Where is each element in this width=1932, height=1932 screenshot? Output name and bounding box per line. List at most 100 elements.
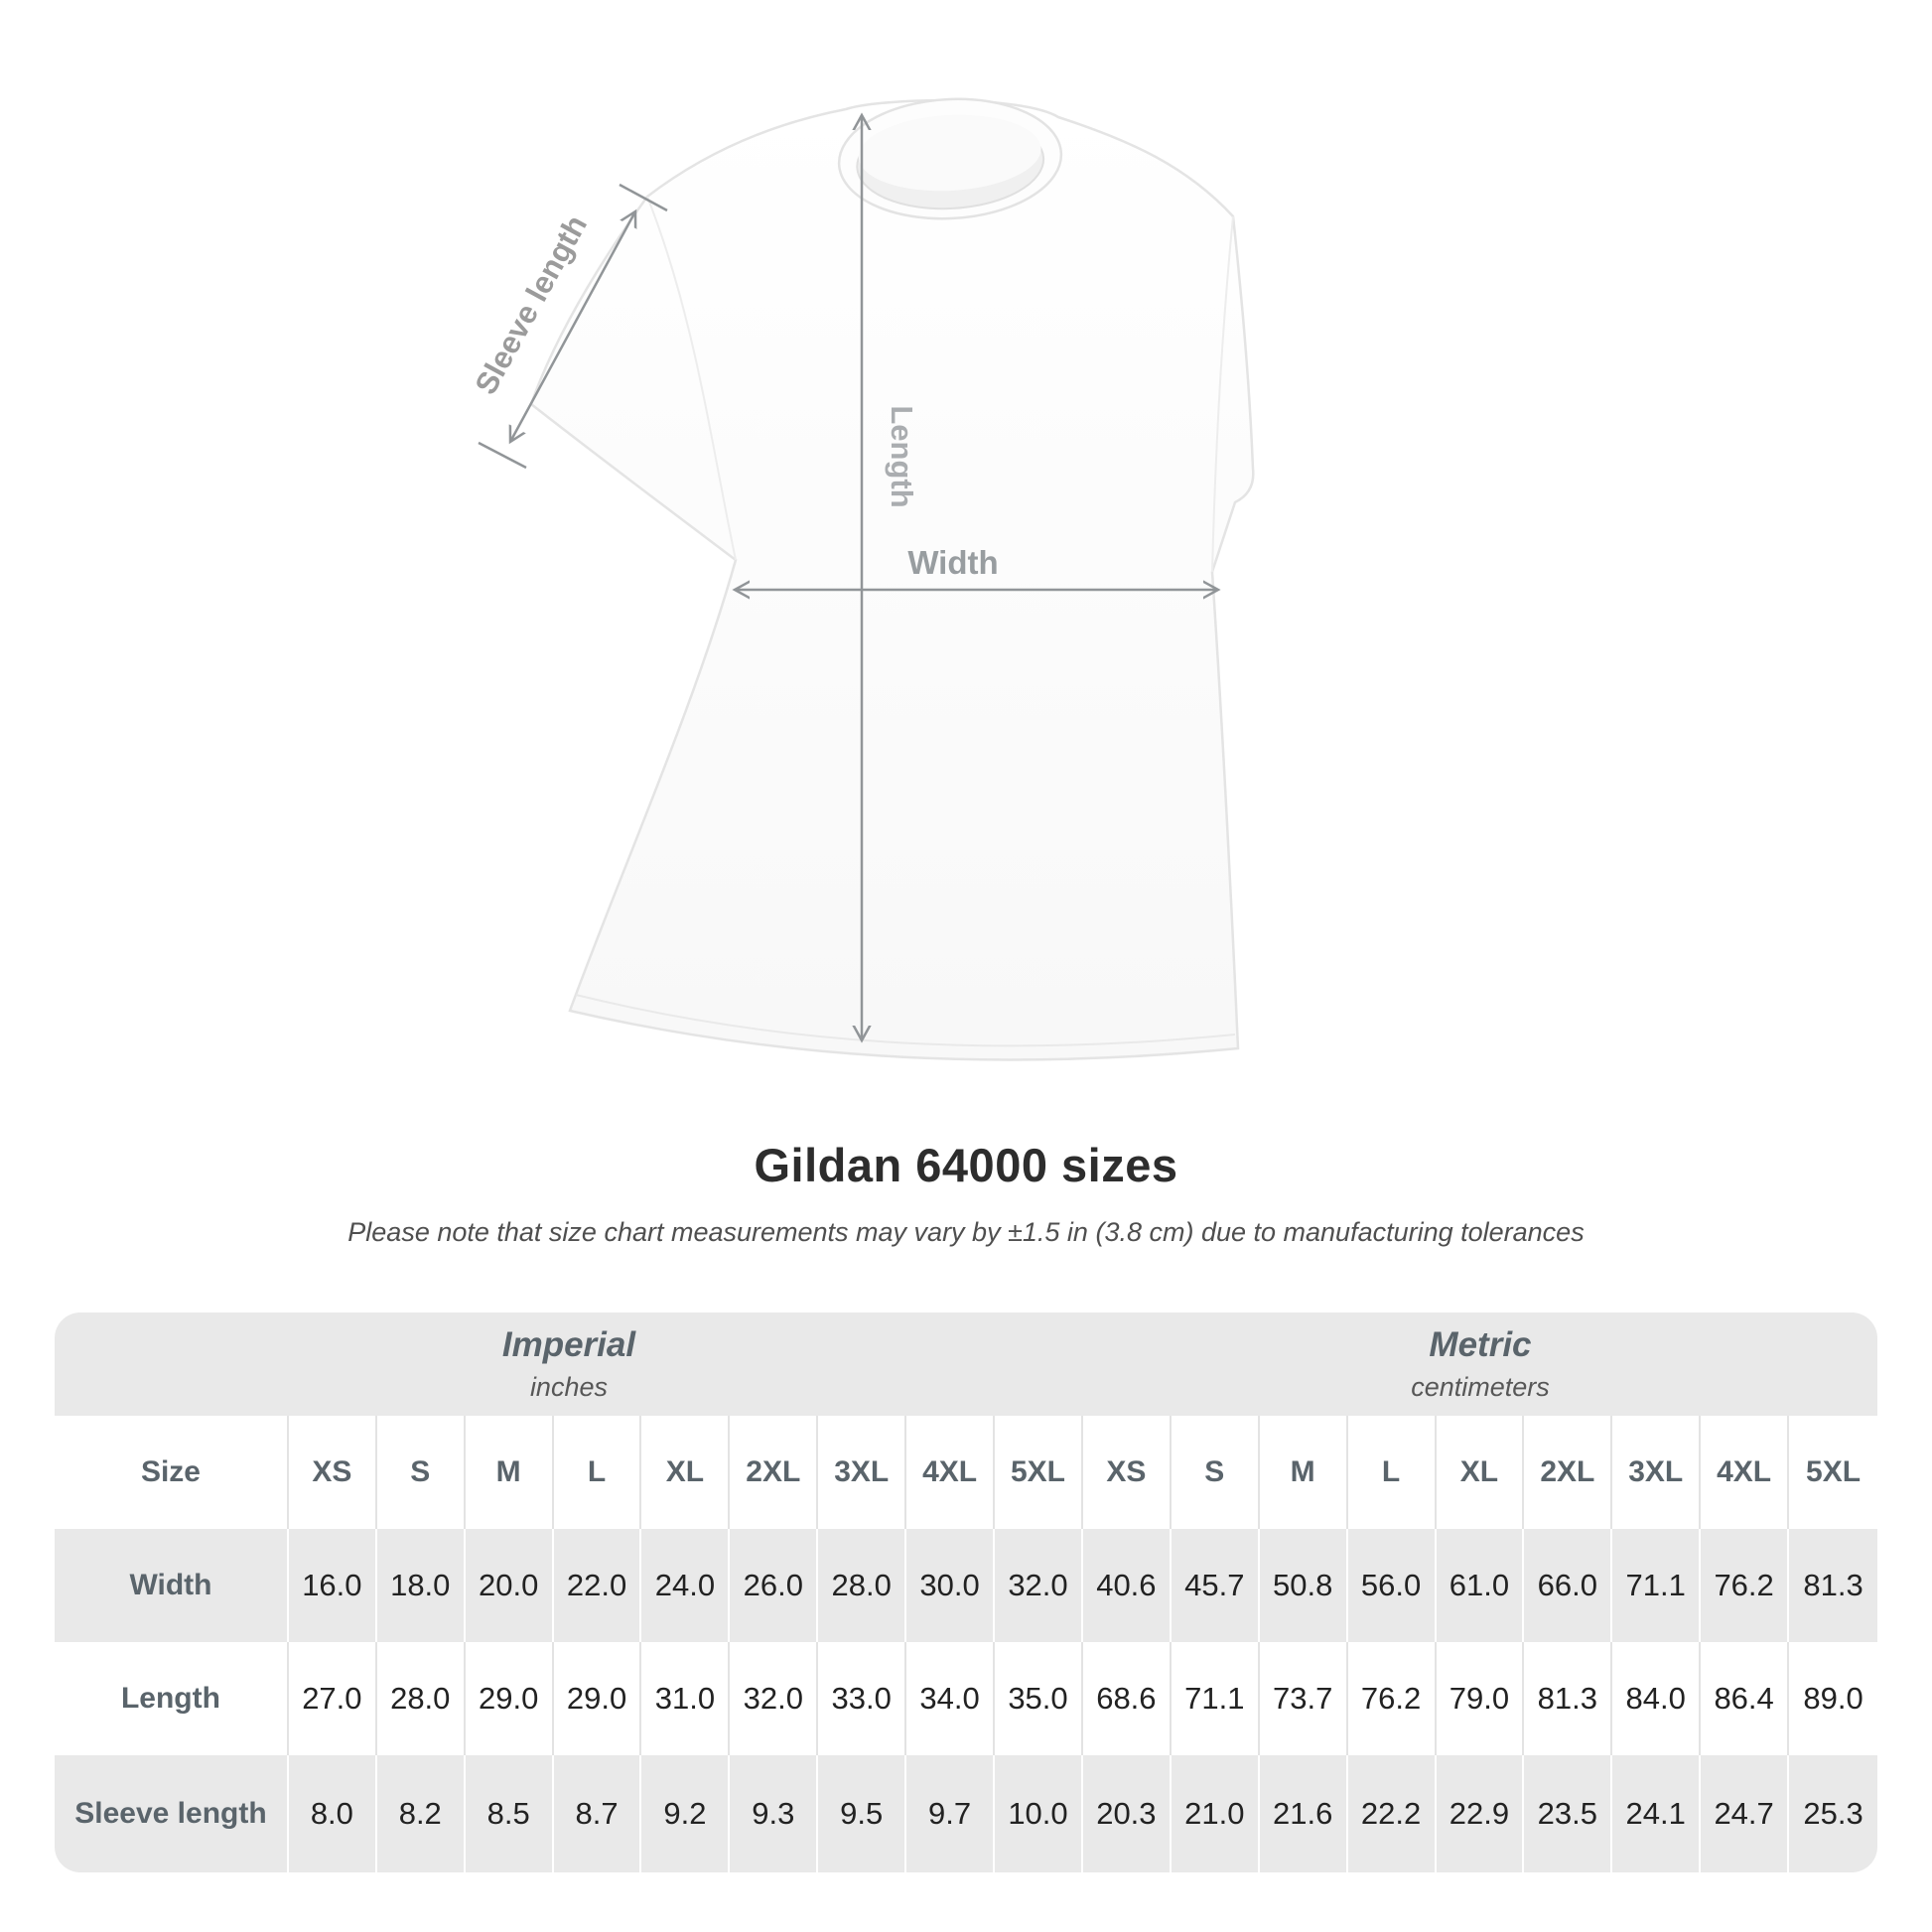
tshirt-graphic <box>529 97 1255 1061</box>
value-metric: 79.0 <box>1436 1642 1525 1755</box>
value-imperial: 8.7 <box>553 1755 642 1872</box>
size-column-header: Size <box>55 1416 289 1529</box>
value-imperial: 24.0 <box>641 1529 731 1642</box>
value-metric: 71.1 <box>1171 1642 1260 1755</box>
value-imperial: 8.5 <box>465 1755 554 1872</box>
value-imperial: 29.0 <box>553 1642 642 1755</box>
value-imperial: 9.7 <box>906 1755 996 1872</box>
value-metric: 24.1 <box>1612 1755 1702 1872</box>
size-header-imperial-5xl: 5XL <box>995 1416 1083 1529</box>
size-chart-table: Imperial inches Metric centimeters Size XS S M L… <box>55 1312 1877 1872</box>
size-header-metric-4xl: 4XL <box>1701 1416 1790 1529</box>
tshirt-measurement-illustration: Width Length Sleeve length <box>468 97 1255 1061</box>
unit-section-metric: Metric centimeters <box>1082 1312 1877 1416</box>
sleeve-measure-line <box>510 211 635 442</box>
size-header-metric-l: L <box>1347 1416 1437 1529</box>
value-imperial: 16.0 <box>288 1529 377 1642</box>
value-metric: 66.0 <box>1524 1529 1613 1642</box>
value-metric: 76.2 <box>1701 1529 1790 1642</box>
value-metric: 76.2 <box>1347 1642 1437 1755</box>
width-label: Width <box>907 544 998 581</box>
size-header-imperial-3xl: 3XL <box>818 1416 907 1529</box>
size-header-imperial-s: S <box>376 1416 466 1529</box>
value-metric: 56.0 <box>1347 1529 1437 1642</box>
value-imperial: 28.0 <box>376 1642 466 1755</box>
unit-section-name: Metric <box>1429 1324 1532 1364</box>
measurement-row-width: Width 16.0 18.0 20.0 22.0 24.0 26.0 28.0 30.0 32.… <box>55 1529 1877 1642</box>
row-label: Length <box>55 1642 289 1755</box>
size-header-metric-s: S <box>1171 1416 1260 1529</box>
size-header-metric-3xl: 3XL <box>1612 1416 1702 1529</box>
tolerance-note: Please note that size chart measurements… <box>347 1217 1585 1247</box>
size-header-imperial-l: L <box>553 1416 642 1529</box>
value-imperial: 31.0 <box>641 1642 731 1755</box>
unit-section-unit: inches <box>529 1371 608 1402</box>
sleeve-cap-top <box>619 183 668 212</box>
value-imperial: 9.5 <box>818 1755 907 1872</box>
value-imperial: 30.0 <box>906 1529 996 1642</box>
value-metric: 21.0 <box>1171 1755 1260 1872</box>
size-header-row: Size XS S M L XL 2XL 3XL 4XL 5XL XS S M L XL 2XL 3XL 4XL 5… <box>55 1416 1877 1529</box>
size-header-metric-xl: XL <box>1436 1416 1525 1529</box>
value-imperial: 27.0 <box>288 1642 377 1755</box>
value-imperial: 35.0 <box>995 1642 1083 1755</box>
value-metric: 45.7 <box>1171 1529 1260 1642</box>
value-metric: 81.3 <box>1524 1642 1613 1755</box>
size-header-imperial-2xl: 2XL <box>730 1416 819 1529</box>
length-label: Length <box>885 405 919 507</box>
size-header-metric-m: M <box>1259 1416 1348 1529</box>
value-imperial: 9.2 <box>641 1755 731 1872</box>
value-imperial: 28.0 <box>818 1529 907 1642</box>
measurement-row-length: Length 27.0 28.0 29.0 29.0 31.0 32.0 33.0 34.0 35… <box>55 1642 1877 1755</box>
size-header-metric-xs: XS <box>1082 1416 1172 1529</box>
value-imperial: 29.0 <box>465 1642 554 1755</box>
value-imperial: 33.0 <box>818 1642 907 1755</box>
value-metric: 25.3 <box>1789 1755 1877 1872</box>
value-imperial: 34.0 <box>906 1642 996 1755</box>
size-header-imperial-xs: XS <box>288 1416 377 1529</box>
value-metric: 20.3 <box>1082 1755 1172 1872</box>
value-imperial: 9.3 <box>730 1755 819 1872</box>
size-header-metric-5xl: 5XL <box>1789 1416 1877 1529</box>
size-header-imperial-4xl: 4XL <box>906 1416 996 1529</box>
value-metric: 23.5 <box>1524 1755 1613 1872</box>
value-metric: 21.6 <box>1259 1755 1348 1872</box>
value-metric: 22.9 <box>1436 1755 1525 1872</box>
value-imperial: 22.0 <box>553 1529 642 1642</box>
shirt-diagram: Width Length Sleeve length <box>468 97 1255 1061</box>
value-metric: 73.7 <box>1259 1642 1348 1755</box>
size-header-imperial-m: M <box>465 1416 554 1529</box>
value-metric: 24.7 <box>1701 1755 1790 1872</box>
value-metric: 84.0 <box>1612 1642 1702 1755</box>
unit-section-imperial: Imperial inches <box>55 1312 1083 1416</box>
row-label: Width <box>55 1529 289 1642</box>
value-imperial: 32.0 <box>995 1529 1083 1642</box>
value-metric: 89.0 <box>1789 1642 1877 1755</box>
value-imperial: 20.0 <box>465 1529 554 1642</box>
value-metric: 86.4 <box>1701 1642 1790 1755</box>
unit-band-row: Imperial inches Metric centimeters <box>55 1312 1877 1416</box>
page-title: Gildan 64000 sizes <box>754 1139 1178 1191</box>
sleeve-cap-bottom <box>478 441 527 470</box>
row-label: Sleeve length <box>55 1755 289 1872</box>
value-metric: 50.8 <box>1259 1529 1348 1642</box>
value-imperial: 32.0 <box>730 1642 819 1755</box>
value-imperial: 8.0 <box>288 1755 377 1872</box>
unit-section-unit: centimeters <box>1411 1371 1550 1402</box>
measurement-row-sleeve-length: Sleeve length 8.0 8.2 8.5 8.7 9.2 9.3 9.5 9.7 10.… <box>55 1755 1877 1872</box>
value-metric: 81.3 <box>1789 1529 1877 1642</box>
size-header-imperial-xl: XL <box>641 1416 731 1529</box>
value-metric: 22.2 <box>1347 1755 1437 1872</box>
value-imperial: 8.2 <box>376 1755 466 1872</box>
value-metric: 40.6 <box>1082 1529 1172 1642</box>
unit-section-name: Imperial <box>501 1324 636 1364</box>
value-metric: 68.6 <box>1082 1642 1172 1755</box>
value-imperial: 10.0 <box>995 1755 1083 1872</box>
value-metric: 61.0 <box>1436 1529 1525 1642</box>
value-metric: 71.1 <box>1612 1529 1702 1642</box>
size-header-metric-2xl: 2XL <box>1524 1416 1613 1529</box>
value-imperial: 18.0 <box>376 1529 466 1642</box>
value-imperial: 26.0 <box>730 1529 819 1642</box>
measurement-lines <box>478 115 1218 1040</box>
